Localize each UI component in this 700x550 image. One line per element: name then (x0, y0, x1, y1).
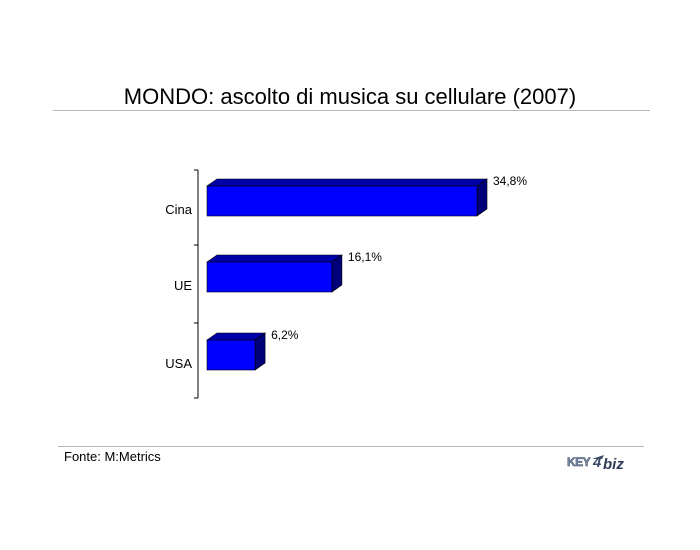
chart-labels: Cina 34,8% UE 16,1% USA 6,2% (165, 174, 527, 371)
bar-cina (206, 178, 488, 217)
category-label-usa: USA (165, 356, 192, 371)
footer-divider (58, 446, 644, 447)
bar-top-face (206, 254, 343, 263)
svg-text:KEY: KEY (567, 455, 591, 469)
bar-top-face (206, 178, 488, 187)
data-label-cina: 34,8% (493, 174, 527, 188)
svg-text:biz: biz (603, 456, 624, 473)
bar-ue (206, 254, 343, 293)
category-label-ue: UE (174, 278, 192, 293)
key4biz-logo: KEY 4 biz (567, 454, 625, 473)
bar-front-face (206, 185, 478, 217)
bar-usa (206, 332, 267, 371)
chart-axes (194, 169, 199, 399)
data-label-usa: 6,2% (271, 328, 299, 342)
svg-text:4: 4 (592, 454, 602, 471)
bar-front-face (206, 339, 256, 371)
title-divider (53, 110, 650, 111)
chart-title: MONDO: ascolto di musica su cellulare (2… (123, 84, 577, 109)
category-label-cina: Cina (165, 202, 193, 217)
source-note: Fonte: M:Metrics (64, 449, 161, 464)
bar-front-face (206, 261, 333, 293)
chart-bars (206, 178, 488, 371)
data-label-ue: 16,1% (348, 250, 382, 264)
